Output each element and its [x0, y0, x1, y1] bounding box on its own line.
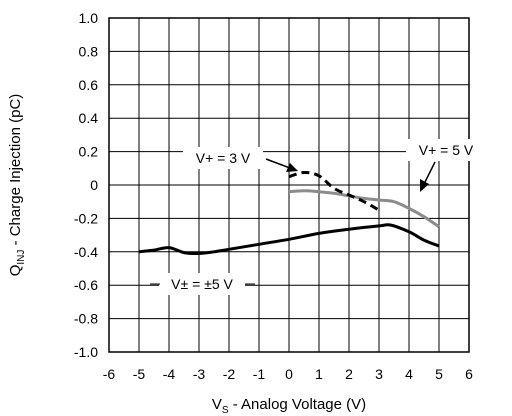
annotation-v-plus-3v-bg — [183, 147, 263, 169]
y-tick-label: -0.8 — [74, 311, 98, 327]
x-axis-title: VS - Analog Voltage (V) — [212, 396, 366, 416]
annotations: V+ = 3 V V+ = 5 V V± = ±5 V — [150, 139, 486, 295]
series-v-plus-3v — [288, 170, 380, 212]
x-tick-label: -5 — [133, 366, 146, 382]
plot-frame — [108, 17, 470, 353]
chart-series — [138, 170, 440, 256]
x-tick-label: 0 — [285, 366, 293, 382]
y-tick-label: 0 — [90, 177, 98, 193]
x-tick-label: 5 — [435, 366, 443, 382]
y-tick-label: -0.4 — [74, 244, 98, 260]
y-tick-labels: 1.0 0.8 0.6 0.4 0.2 0 -0.2 -0.4 -0.6 -0.8 -1.0 — [74, 10, 98, 360]
annotation-v-plus-5v: V+ = 5 V — [419, 142, 474, 158]
series-v-pm-5v — [138, 223, 440, 256]
annotation-v-pm-5v-bg — [159, 273, 245, 295]
y-tick-label: -0.6 — [74, 277, 98, 293]
x-tick-labels: -6 -5 -4 -3 -2 -1 0 1 2 3 4 5 6 — [103, 366, 473, 382]
arrow-v-plus-3v-leader — [265, 158, 291, 169]
y-tick-label: -1.0 — [74, 344, 98, 360]
x-tick-label: 4 — [405, 366, 413, 382]
annotation-v-plus-3v: V+ = 3 V — [196, 150, 251, 166]
chart-grid — [109, 18, 469, 352]
x-tick-label: 1 — [315, 366, 323, 382]
y-axis-title: QINJ - Charge Injection (pC) — [7, 94, 27, 277]
annotation-v-plus-5v-bg — [406, 139, 486, 161]
arrow-v-plus-5v-head — [420, 179, 429, 192]
annotation-v-pm-5v: V± = ±5 V — [171, 276, 233, 292]
y-tick-label: 0.8 — [79, 43, 99, 59]
y-tick-label: 0.2 — [79, 144, 99, 160]
series-v-plus-5v — [288, 189, 440, 229]
x-tick-label: -3 — [193, 366, 206, 382]
x-tick-label: 3 — [375, 366, 383, 382]
x-tick-label: 2 — [345, 366, 353, 382]
x-tick-label: 6 — [465, 366, 473, 382]
y-tick-label: 1.0 — [79, 10, 99, 26]
y-tick-label: -0.2 — [74, 210, 98, 226]
x-tick-label: -4 — [163, 366, 176, 382]
y-tick-label: 0.4 — [79, 110, 99, 126]
arrow-v-plus-3v-head — [286, 163, 298, 172]
x-tick-label: -1 — [253, 366, 266, 382]
arrow-v-plus-5v-leader — [424, 161, 436, 183]
x-tick-label: -2 — [223, 366, 236, 382]
x-tick-label: -6 — [103, 366, 116, 382]
y-tick-label: 0.6 — [79, 77, 99, 93]
